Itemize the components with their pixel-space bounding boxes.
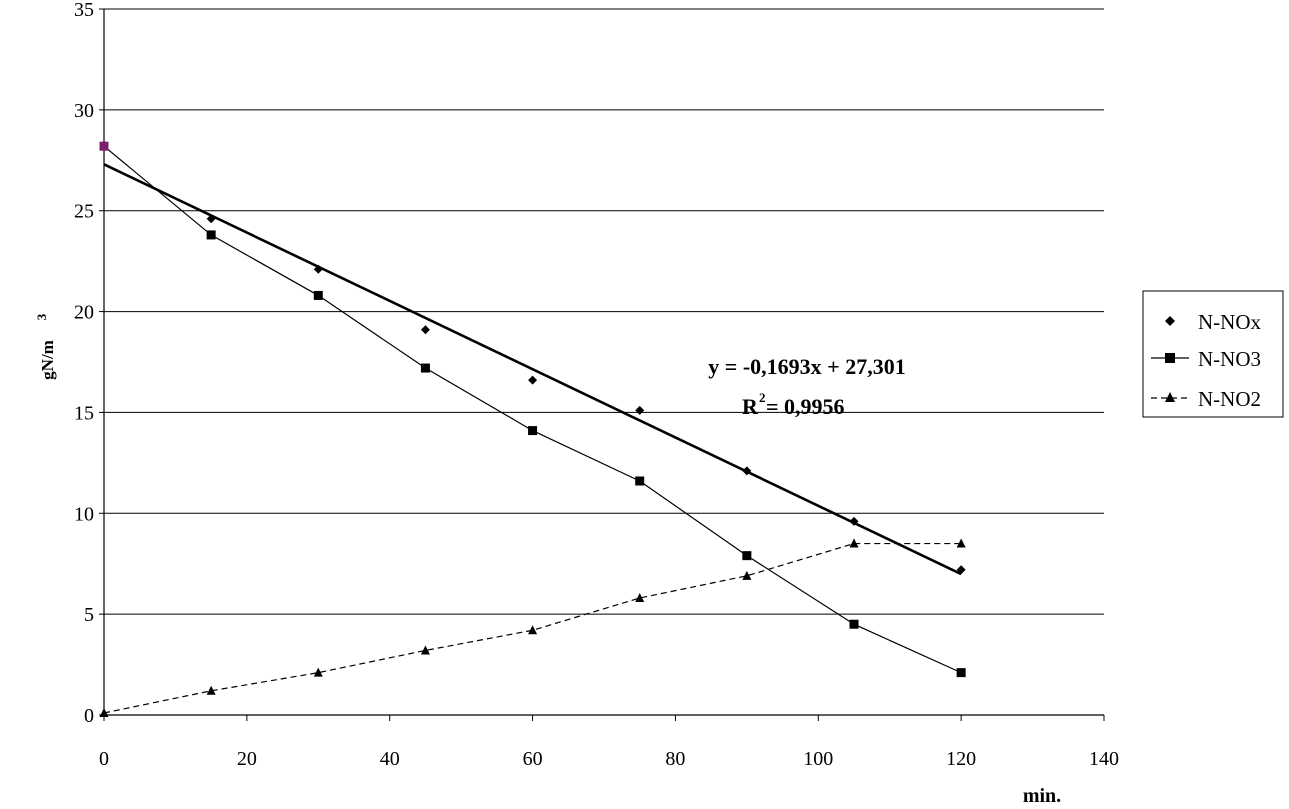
- x-tick-label: 60: [523, 748, 543, 770]
- y-tick-label: 25: [74, 201, 94, 223]
- data-point-diamond: [420, 325, 430, 335]
- trendline-equation: y = -0,1693x + 27,301 R 2 = 0,9956: [708, 354, 905, 419]
- data-point-diamond: [635, 405, 645, 415]
- legend-label: N-NO3: [1198, 347, 1261, 371]
- y-tick-label: 5: [84, 604, 94, 626]
- x-tick-label: 0: [99, 748, 109, 770]
- y-axis-label-sup: 3: [34, 313, 49, 320]
- y-tick-label: 35: [74, 0, 94, 21]
- trendline-r2-sup: 2: [759, 390, 766, 405]
- y-tick-label: 30: [74, 100, 94, 122]
- legend-label: N-NO2: [1198, 387, 1261, 411]
- legend-item-nno3: N-NO3: [1151, 347, 1261, 371]
- data-point-triangle: [206, 685, 216, 695]
- series-nno2: [99, 538, 966, 717]
- legend-marker-diamond: [1165, 316, 1175, 326]
- legend-item-nno2: N-NO2: [1151, 387, 1261, 411]
- data-point-square: [206, 230, 216, 240]
- trendline-r2-prefix: R: [742, 394, 759, 419]
- legend-marker-triangle: [1165, 392, 1175, 402]
- data-point-triangle: [420, 645, 430, 655]
- data-point-square: [956, 668, 966, 678]
- y-axis-label-text: gN/m: [38, 340, 57, 380]
- trendline-r2-value: = 0,9956: [766, 394, 845, 419]
- data-point-triangle: [849, 538, 859, 548]
- x-tick-label: 20: [237, 748, 257, 770]
- y-tick-label: 10: [74, 503, 94, 525]
- x-axis-ticks: 0 20 40 60 80 100 120 140: [99, 715, 1119, 770]
- x-axis-label: min.: [1023, 785, 1061, 807]
- data-point-square: [420, 363, 430, 373]
- y-tick-label: 0: [84, 705, 94, 727]
- series-layer: [99, 141, 966, 717]
- series-line: [103, 542, 962, 714]
- x-tick-label: 140: [1089, 748, 1119, 770]
- data-point-square: [849, 619, 859, 629]
- y-tick-label: 20: [74, 302, 94, 324]
- data-point-square: [99, 141, 109, 151]
- data-point-square: [313, 290, 323, 300]
- data-point-square: [742, 551, 752, 561]
- legend: N-NOx N-NO3 N-NO2: [1142, 290, 1284, 418]
- data-point-diamond: [528, 375, 538, 385]
- axes: [103, 9, 1104, 716]
- legend-item-nnox: N-NOx: [1165, 310, 1261, 334]
- y-axis-label: gN/m: [38, 340, 57, 380]
- data-point-triangle: [635, 593, 645, 603]
- data-point-triangle: [956, 538, 966, 548]
- x-tick-label: 100: [803, 748, 833, 770]
- data-point-triangle: [528, 625, 538, 635]
- y-axis-ticks: 0 5 10 15 20 25 30 35: [74, 0, 104, 727]
- trendline-equation-text: y = -0,1693x + 27,301: [708, 354, 905, 379]
- y-axis-label-superscript: 3: [34, 313, 49, 320]
- data-point-triangle: [313, 667, 323, 677]
- x-tick-label: 120: [946, 748, 976, 770]
- y-tick-label: 15: [74, 402, 94, 424]
- data-point-square: [528, 426, 538, 436]
- trendline-layer: [103, 163, 962, 576]
- legend-marker-square: [1165, 353, 1175, 363]
- data-point-triangle: [742, 570, 752, 580]
- x-tick-label: 40: [380, 748, 400, 770]
- data-point-triangle: [99, 707, 109, 717]
- x-tick-label: 80: [665, 748, 685, 770]
- series-nno3: [99, 141, 966, 678]
- legend-label: N-NOx: [1198, 310, 1261, 334]
- trendline-nnox: [103, 163, 962, 576]
- data-point-square: [635, 476, 645, 486]
- grid-lines: [104, 8, 1104, 615]
